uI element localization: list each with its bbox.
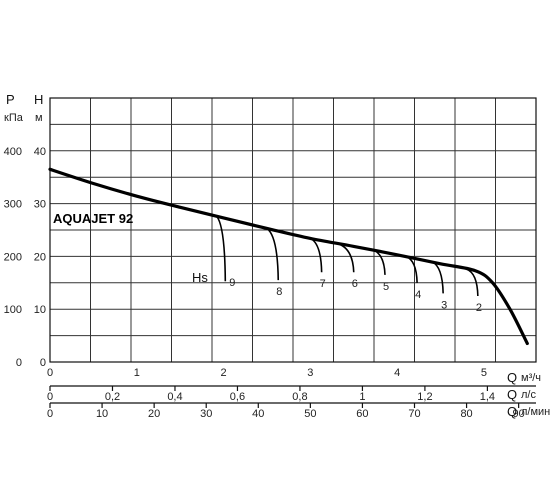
p-axis-unit: кПа bbox=[4, 112, 24, 124]
flow-tick-label: 1 bbox=[134, 367, 140, 379]
flow-tick-label: 1 bbox=[359, 391, 365, 403]
flow-tick-label: 70 bbox=[408, 408, 420, 420]
flow-tick-label: 80 bbox=[460, 408, 472, 420]
hs-curve-label: 6 bbox=[352, 278, 358, 290]
p-tick-label: 400 bbox=[4, 146, 22, 158]
flow-tick-label: 1,4 bbox=[480, 391, 495, 403]
q-axis-label: Q bbox=[507, 370, 517, 385]
h-tick-label: 10 bbox=[34, 304, 46, 316]
flow-tick-label: 20 bbox=[148, 408, 160, 420]
h-axis-ticks: 0 10 20 30 40 bbox=[34, 146, 46, 369]
flow-tick-label: 0 bbox=[47, 367, 53, 379]
q-unit-lmin: л/мин bbox=[521, 406, 550, 418]
hs-curve-3 bbox=[431, 260, 444, 294]
hs-curve-2 bbox=[466, 268, 479, 297]
q-unit-m3h: м³/ч bbox=[521, 372, 541, 384]
hs-curve-label: 3 bbox=[441, 299, 447, 311]
hs-curve-7 bbox=[309, 237, 323, 273]
flow-tick-label: 0 bbox=[47, 408, 53, 420]
flow-tick-label: 0,2 bbox=[105, 391, 120, 403]
hs-curve-label: 9 bbox=[229, 277, 235, 289]
flow-tick-label: 50 bbox=[304, 408, 316, 420]
hs-curve-5 bbox=[370, 248, 386, 275]
q-unit-ls: л/с bbox=[521, 389, 536, 401]
hs-label: Hs bbox=[192, 270, 208, 285]
p-tick-label: 300 bbox=[4, 199, 22, 211]
h-tick-label: 40 bbox=[34, 146, 46, 158]
hs-curve-6 bbox=[336, 242, 355, 273]
h-tick-label: 20 bbox=[34, 251, 46, 263]
plot-grid bbox=[50, 98, 536, 362]
p-tick-label: 0 bbox=[16, 357, 22, 369]
p-tick-label: 100 bbox=[4, 304, 22, 316]
flow-tick-label: 90 bbox=[513, 408, 525, 420]
hs-curve-label: 2 bbox=[476, 302, 482, 314]
flow-tick-label: 0,6 bbox=[230, 391, 245, 403]
flow-tick-label: 5 bbox=[481, 367, 487, 379]
flow-tick-label: 2 bbox=[221, 367, 227, 379]
hs-curve-4 bbox=[405, 255, 418, 283]
h-axis-label: H bbox=[34, 92, 43, 107]
flow-tick-label: 30 bbox=[200, 408, 212, 420]
hs-curve-8 bbox=[266, 227, 280, 281]
hs-curve-label: 8 bbox=[276, 286, 282, 298]
flow-tick-label: 0,8 bbox=[292, 391, 307, 403]
p-axis-ticks: 0 100 200 300 400 bbox=[4, 146, 22, 369]
flow-tick-label: 0,4 bbox=[167, 391, 182, 403]
h-axis-unit: м bbox=[35, 112, 43, 124]
hs-curve-label: 5 bbox=[383, 281, 389, 293]
flow-tick-label: 10 bbox=[96, 408, 108, 420]
flow-tick-label: 3 bbox=[307, 367, 313, 379]
plot-frame bbox=[49, 97, 537, 363]
hs-curve-9 bbox=[215, 215, 227, 282]
q-axis-label: Q bbox=[507, 387, 517, 402]
flow-tick-label: 0 bbox=[47, 391, 53, 403]
flow-tick-label: 1,2 bbox=[417, 391, 432, 403]
flow-tick-label: 4 bbox=[394, 367, 400, 379]
chart-title: AQUAJET 92 bbox=[53, 211, 133, 226]
suction-lift-curves: 9 8 7 6 5 4 3 2 bbox=[215, 215, 482, 314]
pump-curve-line bbox=[48, 167, 529, 346]
p-tick-label: 200 bbox=[4, 251, 22, 263]
flow-tick-label: 40 bbox=[252, 408, 264, 420]
hs-curve-label: 4 bbox=[415, 289, 421, 301]
h-tick-label: 30 bbox=[34, 199, 46, 211]
p-axis-label: P bbox=[6, 92, 15, 107]
hs-curve-label: 7 bbox=[320, 278, 326, 290]
h-tick-label: 0 bbox=[40, 357, 46, 369]
q-axis-label: Q bbox=[507, 404, 517, 419]
flow-tick-label: 60 bbox=[356, 408, 368, 420]
